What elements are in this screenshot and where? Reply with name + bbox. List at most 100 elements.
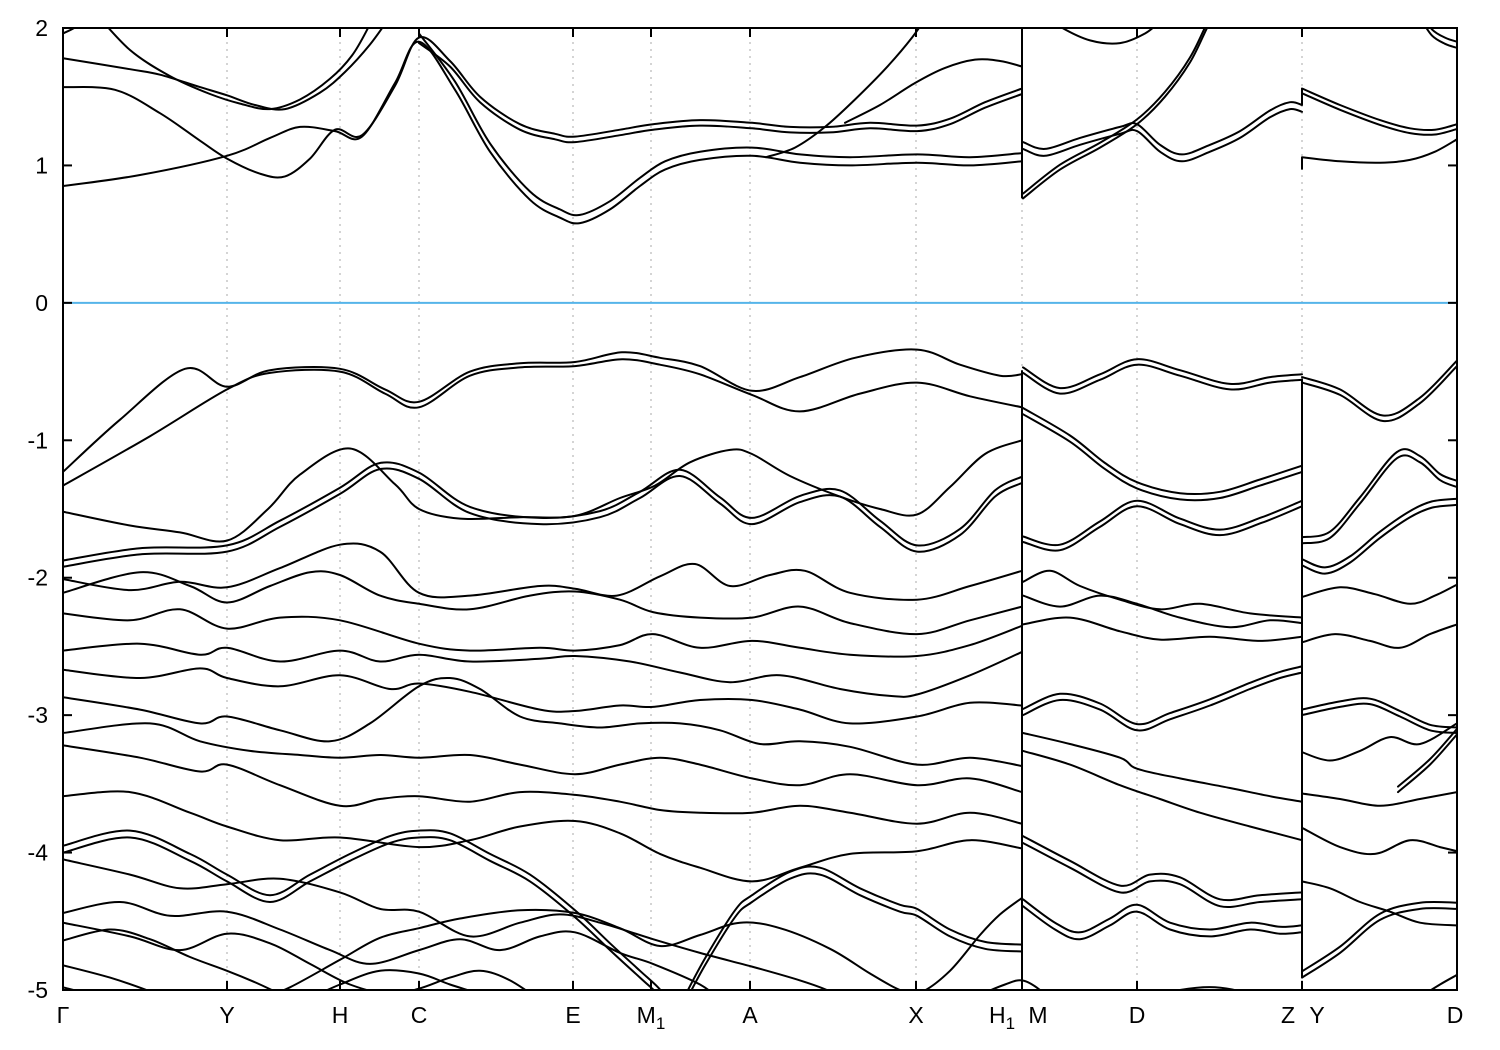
band-curve-yc3 [1429,28,1457,43]
band-curve-v15 [63,858,830,990]
band-curve-v14b-pair [686,865,1023,990]
band-curve-u3 [1301,503,1457,575]
band-curve-c4b [107,28,370,111]
band-curve-v5 [63,542,1023,601]
y-tick-label: -3 [28,702,48,728]
band-curve-yc3-pair [1425,28,1457,49]
panel-breaks-group [1021,28,1303,984]
band-curve-w10 [1022,842,1303,908]
k-point-label: A [742,1002,758,1028]
band-curve-u6-pair [1301,697,1457,729]
band-curve-w7-pair [1022,665,1303,726]
band-curve-v11 [63,722,1023,794]
band-curve-r1 [281,896,1023,990]
k-point-label: Y [219,1002,234,1028]
band-curve-v12 [63,744,1023,825]
y-tick-label: 1 [35,152,48,178]
band-curve-w5 [1022,594,1303,629]
band-curve-v2 [63,358,1023,487]
band-curve-u9 [1301,826,1457,856]
band-curve-yc1-pair [1301,92,1457,136]
k-point-label: Y [1309,1002,1324,1028]
band-curve-v3 [63,439,1023,543]
band-curve-v18 [63,928,275,990]
k-point-label: D [1129,1002,1146,1028]
y-tick-label: -4 [28,840,49,866]
k-point-label: D [1447,1002,1464,1028]
k-point-label: X [908,1002,923,1028]
band-curve-u1 [1301,365,1457,423]
band-curve-cS [844,58,1023,124]
bands-group [63,28,1457,990]
band-curve-v14b [690,872,1023,990]
band-curve-w2-pair [1022,407,1303,496]
ticks-group [62,27,1458,991]
k-point-label: Z [1281,1002,1295,1028]
band-curve-c1 [63,40,1023,225]
k-point-label: H [332,1002,349,1028]
band-curve-u2 [1301,454,1457,545]
band-curve-u8 [1301,791,1457,807]
band-curve-w11 [1022,905,1303,941]
band-curve-w4 [1022,569,1303,619]
band-curve-mc1-pair [1022,28,1206,195]
y-tick-label: 2 [35,15,48,41]
band-curve-v10 [63,676,1023,767]
band-curve-w11-pair [1022,898,1303,934]
band-curve-w6 [1022,616,1303,642]
band-curve-u12 [1301,880,1457,927]
band-curve-v1 [63,348,1023,473]
band-curve-v9 [63,667,1023,725]
band-curve-v14 [63,836,656,990]
band-curve-c2 [63,36,1023,179]
band-curve-v16 [63,900,711,990]
band-curve-v6 [63,570,1023,636]
y-tick-label: -5 [28,977,48,1003]
band-curve-v8 [63,642,1023,698]
band-curve-w1 [1022,363,1303,395]
band-curve-u11 [1429,973,1457,990]
y-tick-label: -2 [28,565,48,591]
band-curve-u1-pair [1301,359,1457,417]
band-curve-c2-pair [418,42,1023,144]
band-curve-w1-pair [1022,358,1303,390]
band-curve-mc1 [1022,28,1209,200]
band-curve-w9 [1022,749,1303,842]
band-curve-u7b [1397,733,1457,794]
band-curve-w3 [1022,505,1303,552]
band-curve-r3 [988,979,1042,990]
band-curve-u4 [1301,583,1457,605]
band-curve-u10 [1301,907,1457,979]
band-curve-v7 [63,608,1023,658]
band-curve-u5 [1301,623,1457,649]
band-curve-v13 [63,790,1023,883]
band-curve-w12 [1174,986,1239,990]
band-curve-v17 [63,921,528,990]
band-curve-w10-pair [1022,835,1303,902]
k-point-label: C [411,1002,428,1028]
band-curve-mc2-pair [1022,107,1303,163]
band-curve-u10-pair [1301,900,1457,973]
band-curve-u7 [1301,722,1457,762]
band-curve-u6 [1301,702,1457,734]
gridlines-group [226,28,1303,990]
k-point-label: E [565,1002,580,1028]
band-curve-v4-pair [63,461,1023,562]
band-curve-w3-pair [1022,499,1303,547]
band-curve-mc3 [1060,28,1155,45]
band-curve-c4a [63,28,77,35]
band-curve-c1-pair [418,32,1023,217]
k-point-label: M [1028,1002,1047,1028]
band-curve-c3 [63,28,384,111]
band-curve-w8 [1022,732,1303,803]
band-curve-v4 [63,467,1023,568]
plot-border [62,27,1458,991]
k-point-label: H1 [989,1002,1015,1033]
band-curve-cR [765,28,921,159]
k-point-labels: Γ Y H C E M1 A X H1 M D Z Y D [57,1002,1464,1033]
band-curve-yc1 [1301,87,1457,132]
band-curve-mc2 [1022,101,1303,156]
k-point-label: Γ [57,1002,70,1028]
y-tick-label: 0 [35,290,48,316]
